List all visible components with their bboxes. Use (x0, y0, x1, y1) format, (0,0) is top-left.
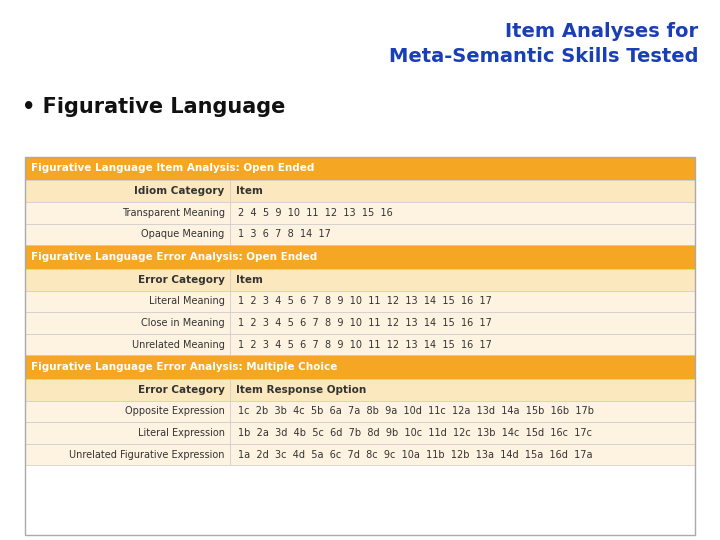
Text: Close in Meaning: Close in Meaning (141, 318, 225, 328)
Text: 1  3  6  7  8  14  17: 1 3 6 7 8 14 17 (238, 230, 330, 239)
Bar (25, 401, 230, 422)
Text: Item Analyses for
Meta-Semantic Skills Tested: Item Analyses for Meta-Semantic Skills T… (389, 22, 698, 65)
Text: 1  2  3  4  5  6  7  8  9  10  11  12  13  14  15  16  17: 1 2 3 4 5 6 7 8 9 10 11 12 13 14 15 16 1… (238, 340, 492, 349)
Bar (230, 312, 695, 334)
Text: Unrelated Figurative Expression: Unrelated Figurative Expression (69, 450, 225, 460)
Text: Literal Expression: Literal Expression (138, 428, 225, 438)
Text: 2  4  5  9  10  11  12  13  15  16: 2 4 5 9 10 11 12 13 15 16 (238, 208, 392, 218)
Bar (25, 444, 230, 465)
Bar (230, 444, 695, 465)
Text: Item: Item (236, 275, 263, 285)
Bar (25, 379, 230, 401)
Text: 1b  2a  3d  4b  5c  6d  7b  8d  9b  10c  11d  12c  13b  14c  15d  16c  17c: 1b 2a 3d 4b 5c 6d 7b 8d 9b 10c 11d 12c 1… (238, 428, 592, 438)
Bar (25, 157, 695, 535)
Bar (230, 379, 695, 401)
Text: Figurative Language Item Analysis: Open Ended: Figurative Language Item Analysis: Open … (31, 164, 315, 173)
Bar (230, 269, 695, 291)
Text: Error Category: Error Category (138, 385, 225, 395)
Text: Opposite Expression: Opposite Expression (125, 407, 225, 416)
Bar (25, 291, 230, 312)
Bar (230, 401, 695, 422)
Text: Error Category: Error Category (138, 275, 225, 285)
Bar (25, 224, 230, 245)
Text: Literal Meaning: Literal Meaning (149, 296, 225, 306)
Bar (25, 422, 230, 444)
Text: Idiom Category: Idiom Category (135, 186, 225, 196)
Text: 1c  2b  3b  4c  5b  6a  7a  8b  9a  10d  11c  12a  13d  14a  15b  16b  17b: 1c 2b 3b 4c 5b 6a 7a 8b 9a 10d 11c 12a 1… (238, 407, 593, 416)
Bar (25, 245, 695, 269)
Text: • Figurative Language: • Figurative Language (22, 97, 285, 117)
Bar (230, 224, 695, 245)
Text: Item: Item (236, 186, 263, 196)
Bar (25, 269, 230, 291)
Bar (230, 422, 695, 444)
Text: Opaque Meaning: Opaque Meaning (141, 230, 225, 239)
Text: Transparent Meaning: Transparent Meaning (122, 208, 225, 218)
Bar (25, 202, 230, 224)
Text: Figurative Language Error Analysis: Open Ended: Figurative Language Error Analysis: Open… (31, 252, 318, 262)
Bar (25, 334, 230, 355)
Text: 1  2  3  4  5  6  7  8  9  10  11  12  13  14  15  16  17: 1 2 3 4 5 6 7 8 9 10 11 12 13 14 15 16 1… (238, 296, 492, 306)
Bar (25, 180, 230, 202)
Text: Figurative Language Error Analysis: Multiple Choice: Figurative Language Error Analysis: Mult… (31, 362, 338, 372)
Text: Item Response Option: Item Response Option (236, 385, 366, 395)
Text: Unrelated Meaning: Unrelated Meaning (132, 340, 225, 349)
Text: 1a  2d  3c  4d  5a  6c  7d  8c  9c  10a  11b  12b  13a  14d  15a  16d  17a: 1a 2d 3c 4d 5a 6c 7d 8c 9c 10a 11b 12b 1… (238, 450, 592, 460)
Bar (25, 312, 230, 334)
Bar (25, 355, 695, 379)
Bar (230, 291, 695, 312)
Text: 1  2  3  4  5  6  7  8  9  10  11  12  13  14  15  16  17: 1 2 3 4 5 6 7 8 9 10 11 12 13 14 15 16 1… (238, 318, 492, 328)
Bar (230, 202, 695, 224)
Bar (25, 157, 695, 180)
Bar (230, 180, 695, 202)
Bar (230, 334, 695, 355)
